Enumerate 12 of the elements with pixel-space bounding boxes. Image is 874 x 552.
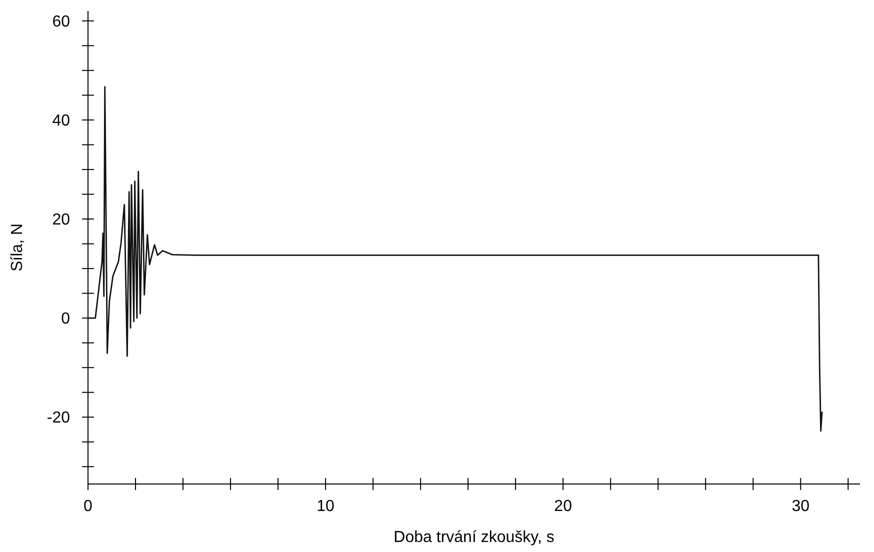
y-tick-label: 40	[52, 112, 70, 130]
y-tick-label: -20	[46, 410, 70, 427]
x-tick-label: 10	[316, 498, 335, 515]
y-axis-title: Síla, N	[9, 223, 26, 272]
y-tick-label: 0	[61, 310, 70, 328]
x-tick-label: 30	[792, 498, 810, 515]
x-tick-label: 0	[84, 498, 93, 515]
line-series	[87, 86, 823, 432]
x-tick-label: 20	[554, 498, 572, 515]
y-tick-label: 60	[52, 14, 70, 31]
y-tick-label: 20	[52, 212, 70, 229]
x-axis-title: Doba trvání zkoušky, s	[394, 529, 554, 546]
